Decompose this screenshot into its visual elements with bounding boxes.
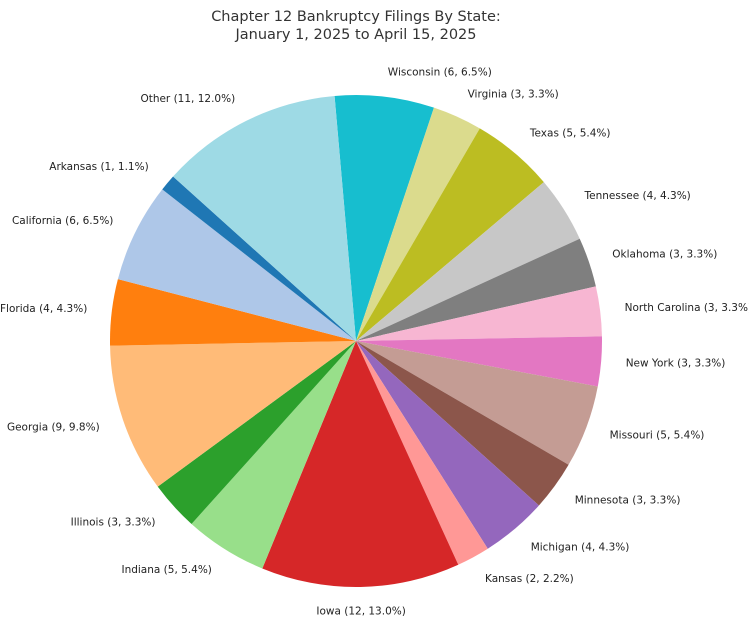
pie-label-7: Missouri (5, 5.4%) — [610, 430, 705, 442]
pie-label-3: Tennessee (4, 4.3%) — [584, 190, 691, 202]
pie-slice-17 — [162, 176, 356, 341]
pie-slice-0 — [334, 95, 434, 341]
pie-slice-10 — [356, 341, 488, 565]
pie-label-9: Michigan (4, 4.3%) — [531, 542, 630, 554]
pie-label-17: Arkansas (1, 1.1%) — [49, 161, 148, 173]
pie-label-13: Illinois (3, 3.3%) — [71, 517, 156, 529]
pie-slice-1 — [356, 107, 480, 342]
chart-title-line-1: Chapter 12 Bankruptcy Filings By State: — [211, 9, 501, 25]
pie-label-1: Virginia (3, 3.3%) — [468, 89, 559, 101]
pie-slice-8 — [356, 341, 569, 506]
pie-slice-15 — [109, 279, 357, 346]
pie-label-6: New York (3, 3.3%) — [626, 358, 726, 370]
pie-slice-13 — [157, 341, 356, 524]
pie-label-4: Oklahoma (3, 3.3%) — [612, 248, 717, 260]
pie-slice-14 — [110, 341, 356, 487]
pie-slice-5 — [356, 286, 602, 341]
pie-slice-3 — [356, 182, 580, 341]
pie-label-16: California (6, 6.5%) — [12, 215, 113, 227]
pie-label-12: Indiana (5, 5.4%) — [121, 564, 211, 576]
pie-slice-11 — [262, 341, 459, 587]
pie-slice-7 — [356, 341, 598, 465]
pie-label-14: Georgia (9, 9.8%) — [7, 422, 100, 434]
pie-slice-9 — [356, 341, 539, 549]
pie-label-8: Minnesota (3, 3.3%) — [575, 494, 681, 506]
pie-slice-2 — [356, 128, 544, 341]
pie-slices — [109, 95, 603, 587]
pie-label-5: North Carolina (3, 3.3%) — [625, 302, 749, 314]
pie-slice-6 — [356, 336, 603, 387]
pie-label-11: Iowa (12, 13.0%) — [316, 606, 405, 618]
pie-labels: Wisconsin (6, 6.5%) Virginia (3, 3.3%) Tex… — [0, 66, 749, 617]
chart-title-line-2: January 1, 2025 to April 15, 2025 — [234, 27, 476, 43]
pie-label-15: Florida (4, 4.3%) — [0, 303, 87, 315]
pie-slice-18 — [173, 95, 356, 341]
pie-label-2: Texas (5, 5.4%) — [529, 128, 611, 140]
pie-label-0: Wisconsin (6, 6.5%) — [388, 66, 492, 78]
pie-label-10: Kansas (2, 2.2%) — [485, 573, 574, 585]
pie-slice-12 — [191, 341, 356, 569]
pie-slice-16 — [117, 189, 356, 341]
pie-slice-4 — [356, 238, 596, 341]
pie-label-18: Other (11, 12.0%) — [140, 93, 235, 105]
